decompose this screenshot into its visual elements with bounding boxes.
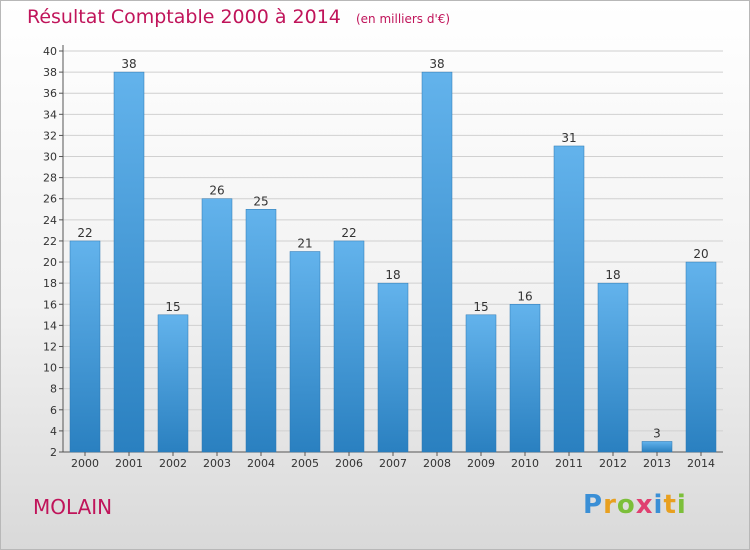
data-label: 26 [209, 184, 224, 198]
y-tick-label: 38 [43, 66, 57, 79]
y-tick-label: 36 [43, 87, 57, 100]
y-tick-label: 4 [50, 425, 57, 438]
y-tick-label: 30 [43, 151, 57, 164]
logo-letter: x [635, 490, 654, 520]
bar [157, 314, 189, 453]
proxiti-logo: Proxiti [583, 490, 687, 520]
data-label: 18 [385, 268, 400, 282]
data-label: 16 [517, 289, 532, 303]
chart-title-row: Résultat Comptable 2000 à 2014 (en milli… [27, 6, 450, 28]
data-label: 38 [121, 57, 136, 71]
bar [597, 282, 629, 453]
bar [465, 314, 497, 453]
data-label: 22 [77, 226, 92, 240]
bar [509, 304, 541, 453]
x-tick-label: 2001 [115, 457, 143, 470]
y-tick-label: 8 [50, 383, 57, 396]
logo-letter: i [676, 490, 687, 520]
logo-letter: P [583, 490, 604, 520]
data-label: 20 [693, 247, 708, 261]
y-tick-label: 14 [43, 319, 57, 332]
logo-letter: i [653, 490, 664, 520]
bar [333, 240, 365, 453]
bar [377, 282, 409, 453]
x-tick-label: 2003 [203, 457, 231, 470]
bar [685, 261, 717, 453]
data-label: 21 [297, 237, 312, 251]
y-tick-label: 16 [43, 298, 57, 311]
bar [201, 198, 233, 453]
data-label: 22 [341, 226, 356, 240]
commune-name: MOLAIN [33, 495, 113, 519]
logo-letter: r [603, 490, 617, 520]
y-tick-label: 12 [43, 340, 57, 353]
x-tick-label: 2014 [687, 457, 715, 470]
data-label: 3 [653, 426, 661, 440]
y-tick-label: 26 [43, 193, 57, 206]
x-tick-label: 2004 [247, 457, 275, 470]
x-tick-label: 2008 [423, 457, 451, 470]
bar [641, 441, 673, 453]
x-tick-label: 2005 [291, 457, 319, 470]
y-tick-label: 22 [43, 235, 57, 248]
x-tick-label: 2002 [159, 457, 187, 470]
logo-letter: t [663, 490, 677, 520]
logo-letter: o [616, 490, 636, 520]
x-tick-label: 2007 [379, 457, 407, 470]
x-tick-label: 2000 [71, 457, 99, 470]
chart-title: Résultat Comptable 2000 à 2014 [27, 6, 341, 28]
x-tick-label: 2012 [599, 457, 627, 470]
y-tick-label: 28 [43, 172, 57, 185]
data-label: 15 [165, 300, 180, 314]
x-tick-label: 2006 [335, 457, 363, 470]
data-label: 15 [473, 300, 488, 314]
x-tick-label: 2013 [643, 457, 671, 470]
y-tick-label: 18 [43, 277, 57, 290]
y-tick-label: 20 [43, 256, 57, 269]
y-tick-label: 40 [43, 45, 57, 58]
bar [113, 71, 145, 453]
y-tick-label: 10 [43, 362, 57, 375]
bar [289, 251, 321, 453]
x-tick-label: 2010 [511, 457, 539, 470]
y-tick-label: 2 [50, 446, 57, 459]
data-label: 31 [561, 131, 576, 145]
bar [245, 209, 277, 453]
data-label: 38 [429, 57, 444, 71]
x-tick-label: 2009 [467, 457, 495, 470]
x-tick-label: 2011 [555, 457, 583, 470]
y-tick-label: 24 [43, 214, 57, 227]
data-label: 25 [253, 194, 268, 208]
bar [421, 71, 453, 453]
y-tick-label: 34 [43, 108, 57, 121]
bar [69, 240, 101, 453]
data-label: 18 [605, 268, 620, 282]
chart-unit: (en milliers d'€) [355, 12, 451, 26]
y-tick-label: 6 [50, 404, 57, 417]
bar [553, 145, 585, 453]
y-tick-label: 32 [43, 129, 57, 142]
